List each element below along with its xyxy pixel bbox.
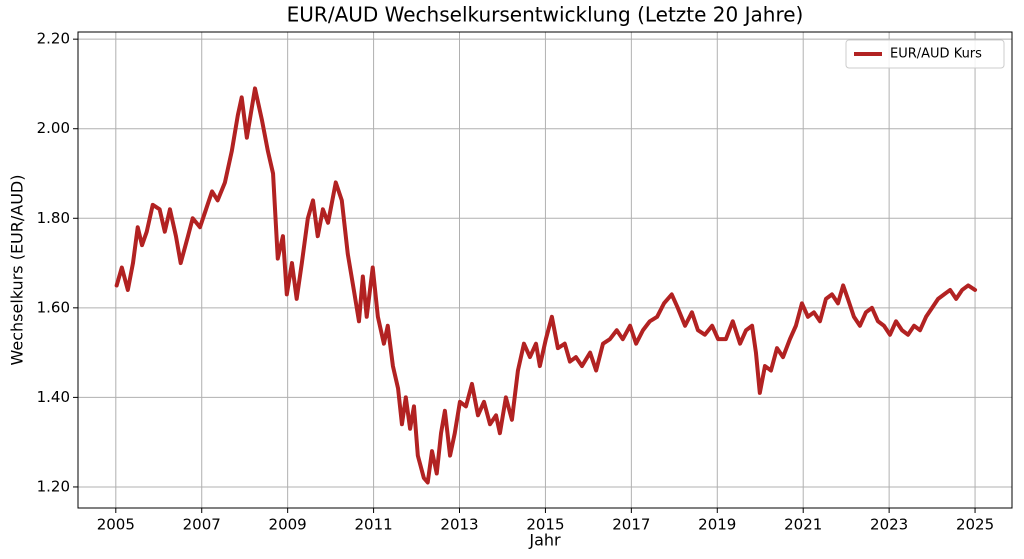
y-axis-label: Wechselkurs (EUR/AUD) [8,175,27,366]
y-tick-label: 1.80 [37,209,70,227]
x-tick-label: 2005 [97,516,135,534]
data-line [114,86,978,485]
x-tick-label: 2013 [440,516,478,534]
y-tick-label: 1.40 [37,388,70,406]
x-tick-label: 2025 [956,516,994,534]
x-tick-label: 2007 [183,516,221,534]
x-tick-label: 2009 [269,516,307,534]
y-tick-label: 2.20 [37,30,70,48]
y-tick-label: 2.00 [37,119,70,137]
legend-label: EUR/AUD Kurs [890,47,982,62]
x-axis-label: Jahr [528,531,561,550]
x-tick-label: 2017 [612,516,650,534]
y-tick-label: 1.60 [37,298,70,316]
x-tick-label: 2021 [784,516,822,534]
x-tick-label: 2019 [698,516,736,534]
y-tick-label: 1.20 [37,477,70,495]
plot-frame [77,31,1013,509]
legend-box [845,39,1005,69]
chart-title: EUR/AUD Wechselkursentwicklung (Letzte 2… [287,3,804,27]
x-tick-label: 2023 [870,516,908,534]
x-tick-label: 2011 [354,516,392,534]
x-tick-label: 2015 [526,516,564,534]
